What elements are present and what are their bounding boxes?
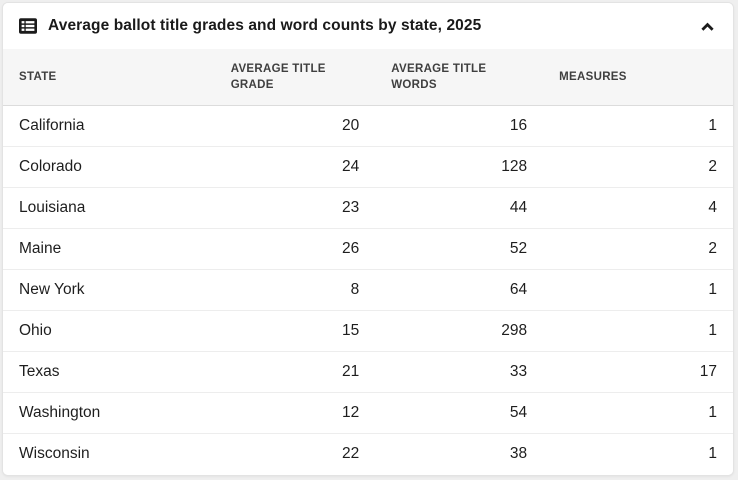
average-title-words-cell: 38	[375, 433, 544, 475]
measures-cell: 1	[543, 392, 733, 434]
table-header-row: STATE AVERAGE TITLE GRADE AVERAGE TITLE …	[3, 49, 733, 106]
column-header-state: STATE	[3, 49, 215, 106]
table-row: Maine 26 52 2	[3, 228, 733, 270]
average-title-words-cell: 33	[375, 351, 544, 393]
average-title-grade-cell: 26	[214, 228, 376, 270]
table-row: Colorado 24 128 2	[3, 146, 733, 188]
measures-cell: 4	[543, 187, 733, 229]
average-title-words-cell: 16	[375, 105, 544, 147]
measures-cell: 2	[543, 146, 733, 188]
column-header-average-title-grade: AVERAGE TITLE GRADE	[214, 49, 376, 106]
table-body: California 20 16 1 Colorado 24 128 2 Lou…	[3, 105, 733, 475]
average-title-grade-cell: 20	[214, 105, 376, 147]
chevron-up-icon	[699, 19, 716, 34]
average-title-words-cell: 298	[375, 310, 544, 352]
state-cell: Colorado	[3, 146, 215, 188]
table-row: Texas 21 33 17	[3, 351, 733, 393]
average-title-words-cell: 128	[375, 146, 544, 188]
state-cell: Maine	[3, 228, 215, 270]
table-card: Average ballot title grades and word cou…	[2, 2, 734, 476]
average-title-grade-cell: 22	[214, 433, 376, 475]
average-title-grade-cell: 8	[214, 269, 376, 311]
data-table: STATE AVERAGE TITLE GRADE AVERAGE TITLE …	[3, 49, 733, 475]
state-cell: Wisconsin	[3, 433, 215, 475]
collapse-button[interactable]	[697, 17, 718, 36]
average-title-grade-cell: 12	[214, 392, 376, 434]
column-header-average-title-words: AVERAGE TITLE WORDS	[375, 49, 544, 106]
measures-cell: 2	[543, 228, 733, 270]
table-header: STATE AVERAGE TITLE GRADE AVERAGE TITLE …	[3, 49, 733, 106]
average-title-words-cell: 54	[375, 392, 544, 434]
table-row: New York 8 64 1	[3, 269, 733, 311]
measures-cell: 1	[543, 105, 733, 147]
state-cell: Washington	[3, 392, 215, 434]
table-row: Washington 12 54 1	[3, 392, 733, 434]
column-header-measures: MEASURES	[543, 49, 733, 106]
table-row: Ohio 15 298 1	[3, 310, 733, 352]
average-title-grade-cell: 21	[214, 351, 376, 393]
measures-cell: 1	[543, 269, 733, 311]
card-title: Average ballot title grades and word cou…	[48, 17, 482, 34]
state-cell: California	[3, 105, 215, 147]
table-row: California 20 16 1	[3, 105, 733, 147]
average-title-words-cell: 44	[375, 187, 544, 229]
average-title-words-cell: 64	[375, 269, 544, 311]
table-row: Louisiana 23 44 4	[3, 187, 733, 229]
card-header: Average ballot title grades and word cou…	[3, 3, 733, 49]
average-title-grade-cell: 24	[214, 146, 376, 188]
table-list-icon	[18, 16, 38, 36]
measures-cell: 1	[543, 310, 733, 352]
average-title-grade-cell: 15	[214, 310, 376, 352]
state-cell: Texas	[3, 351, 215, 393]
average-title-grade-cell: 23	[214, 187, 376, 229]
state-cell: New York	[3, 269, 215, 311]
average-title-words-cell: 52	[375, 228, 544, 270]
state-cell: Louisiana	[3, 187, 215, 229]
measures-cell: 17	[543, 351, 733, 393]
table-row: Wisconsin 22 38 1	[3, 433, 733, 475]
state-cell: Ohio	[3, 310, 215, 352]
measures-cell: 1	[543, 433, 733, 475]
